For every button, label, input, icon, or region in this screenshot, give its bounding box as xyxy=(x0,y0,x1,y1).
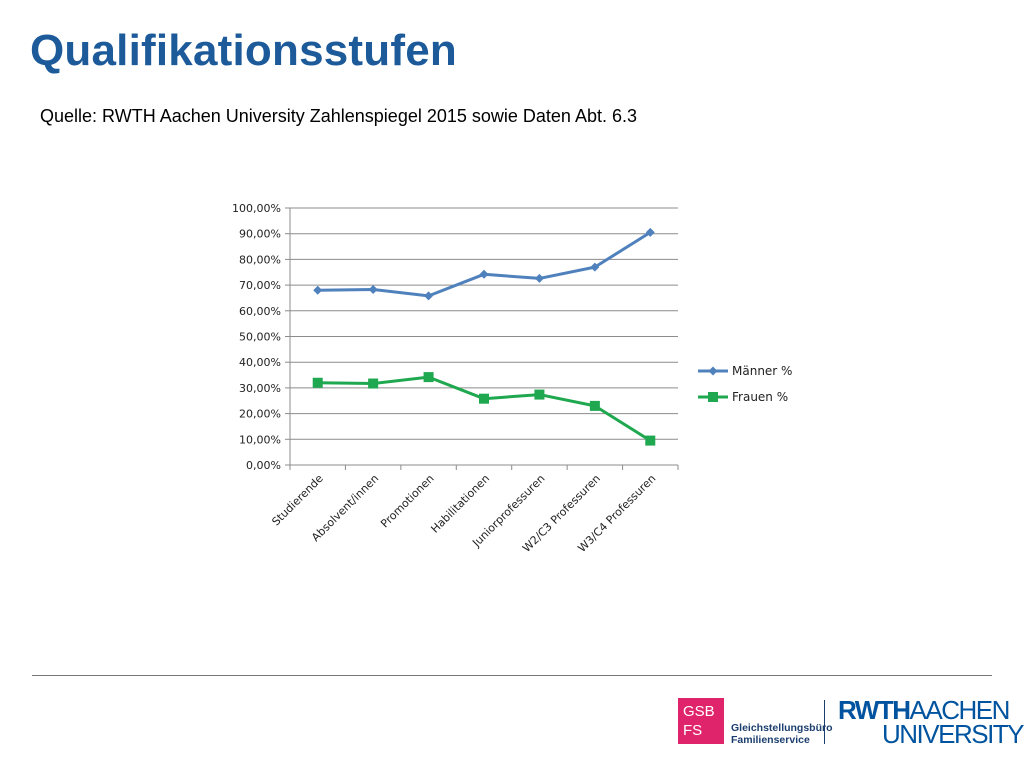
legend-label: Männer % xyxy=(732,364,792,378)
data-point-marker xyxy=(368,378,379,389)
source-note: Quelle: RWTH Aachen University Zahlenspi… xyxy=(40,106,637,126)
y-axis-ticks: 0,00% 10,00% 20,00% 30,00% 40,00% 50,00% 60,00… xyxy=(232,202,290,472)
y-tick-label: 100,00% xyxy=(232,202,281,215)
data-point-marker xyxy=(313,285,323,295)
y-tick-label: 30,00% xyxy=(239,382,281,395)
x-axis-labels: StudierendeAbsolvent/innenPromotionenHab… xyxy=(269,472,658,555)
y-tick-label: 20,00% xyxy=(239,408,281,421)
y-tick-label: 10,00% xyxy=(239,433,281,446)
gsb-fs-logo: GSB FS xyxy=(678,698,724,744)
footer-divider xyxy=(32,675,992,676)
data-point-marker xyxy=(479,393,489,404)
gsb-text-line2: Familienservice xyxy=(731,734,810,746)
data-point-marker xyxy=(479,269,489,279)
x-axis xyxy=(289,208,679,470)
slide-title: Qualifikationsstufen xyxy=(30,26,457,75)
data-point-marker xyxy=(590,262,600,272)
rwth-logo-aachen: AACHEN xyxy=(909,695,1011,725)
rwth-logo: RWTHAACHEN UNIVERSITY xyxy=(838,695,1024,749)
logo-divider xyxy=(824,700,825,744)
legend-marker xyxy=(708,366,718,376)
data-point-marker xyxy=(423,372,434,383)
y-tick-label: 70,00% xyxy=(239,279,281,292)
data-point-marker xyxy=(534,389,545,400)
data-point-marker xyxy=(645,435,656,446)
data-point-marker xyxy=(589,400,600,411)
y-tick-label: 90,00% xyxy=(239,228,281,241)
chart-series xyxy=(312,227,656,446)
y-tick-label: 60,00% xyxy=(239,305,281,318)
y-tick-label: 50,00% xyxy=(239,331,281,344)
legend-marker xyxy=(708,392,718,402)
chart-gridlines xyxy=(290,207,678,466)
x-tick-label: Studierende xyxy=(269,472,326,529)
line-chart: 0,00% 10,00% 20,00% 30,00% 40,00% 50,00% 60,00… xyxy=(232,202,792,555)
chart-legend: Männer % Frauen % xyxy=(698,364,792,404)
gsb-logo-line1: GSB xyxy=(683,703,715,720)
data-point-marker xyxy=(312,377,323,388)
series-line xyxy=(317,375,652,442)
rwth-logo-university: UNIVERSITY xyxy=(882,719,1024,749)
series-line xyxy=(317,231,652,298)
y-tick-label: 0,00% xyxy=(246,459,281,472)
legend-label: Frauen % xyxy=(732,390,788,404)
x-tick-label: Habilitationen xyxy=(428,472,492,536)
y-tick-label: 40,00% xyxy=(239,356,281,369)
y-tick-label: 80,00% xyxy=(239,253,281,266)
x-tick-label: Promotionen xyxy=(378,472,437,531)
data-point-marker xyxy=(534,273,544,283)
data-point-marker xyxy=(645,227,655,237)
gsb-text-line1: Gleichstellungsbüro xyxy=(731,722,833,734)
data-point-marker xyxy=(368,284,378,294)
data-point-marker xyxy=(424,291,434,301)
rwth-logo-rwth: RWTH xyxy=(838,695,911,725)
gsb-text: Gleichstellungsbüro Familienservice xyxy=(731,722,833,746)
gsb-logo-line2: FS xyxy=(683,722,703,739)
